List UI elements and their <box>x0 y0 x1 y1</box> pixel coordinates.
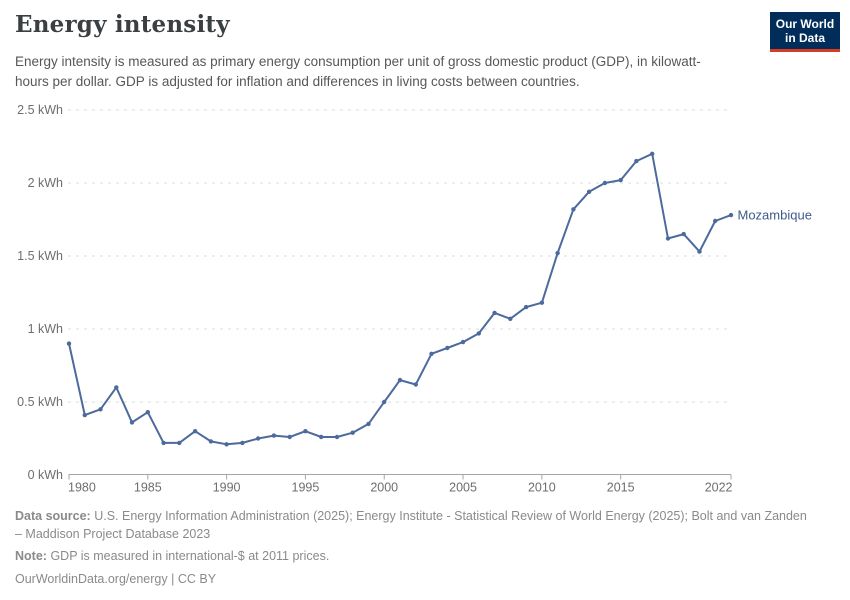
data-source-label: Data source: <box>15 509 91 523</box>
data-point[interactable] <box>665 236 671 241</box>
data-point[interactable] <box>192 429 198 434</box>
data-point[interactable] <box>145 410 150 415</box>
data-point[interactable] <box>303 429 308 434</box>
data-point[interactable] <box>66 341 72 346</box>
data-point[interactable] <box>287 434 292 440</box>
owid-logo: Our World in Data <box>770 12 840 52</box>
data-point[interactable] <box>460 339 466 345</box>
x-tick-label: 2005 <box>449 481 477 495</box>
x-tick-label: 2015 <box>607 481 635 495</box>
data-point[interactable] <box>114 385 119 390</box>
data-point[interactable] <box>697 249 702 254</box>
page-title: Energy intensity <box>15 11 230 38</box>
data-point[interactable] <box>397 377 403 383</box>
y-tick-label: 1 kWh <box>28 322 63 336</box>
data-point[interactable] <box>728 212 734 218</box>
y-tick-label: 2 kWh <box>28 176 63 190</box>
y-tick-label: 0 kWh <box>28 468 63 482</box>
y-tick-label: 0.5 kWh <box>17 395 63 409</box>
x-tick-label: 1990 <box>213 481 241 495</box>
license-text: CC BY <box>177 571 217 586</box>
data-point[interactable] <box>224 442 229 447</box>
data-point[interactable] <box>161 440 166 446</box>
data-point[interactable] <box>82 412 88 418</box>
data-point[interactable] <box>650 151 655 156</box>
data-point[interactable] <box>129 420 135 425</box>
note-line: Note: GDP is measured in international-$… <box>15 548 807 566</box>
x-tick-label: 1995 <box>292 481 320 495</box>
x-tick-label: 1985 <box>134 481 162 495</box>
data-point[interactable] <box>602 180 608 186</box>
data-point[interactable] <box>366 421 371 427</box>
x-tick-label: 2022 <box>705 481 733 495</box>
chart-footer: Data source: U.S. Energy Information Adm… <box>15 508 807 593</box>
data-point[interactable] <box>476 331 481 336</box>
data-point[interactable] <box>571 207 576 212</box>
data-point[interactable] <box>334 434 340 440</box>
data-point[interactable] <box>523 304 529 310</box>
chart-subtitle: Energy intensity is measured as primary … <box>15 54 701 89</box>
series-line <box>68 152 732 446</box>
data-point[interactable] <box>350 430 355 435</box>
owid-logo-line1: Our World <box>775 16 835 31</box>
owid-url-link[interactable]: OurWorldinData.org/energy <box>15 571 168 586</box>
credit-line: OurWorldinData.org/energy | CC BY <box>15 571 807 589</box>
y-tick-label: 2.5 kWh <box>17 103 63 117</box>
data-point[interactable] <box>240 440 245 446</box>
data-point[interactable] <box>445 345 450 351</box>
data-source-text: U.S. Energy Information Administration (… <box>15 509 807 541</box>
credit-divider: | <box>167 571 178 586</box>
owid-logo-line2: in Data <box>784 30 825 45</box>
y-tick-label: 1.5 kWh <box>17 249 63 263</box>
data-point[interactable] <box>177 440 182 446</box>
data-point[interactable] <box>618 177 623 183</box>
data-point[interactable] <box>508 316 513 321</box>
data-point[interactable] <box>429 351 434 356</box>
data-point[interactable] <box>98 407 103 412</box>
data-point[interactable] <box>681 231 686 237</box>
data-point[interactable] <box>271 433 277 438</box>
data-point[interactable] <box>255 436 261 441</box>
data-point[interactable] <box>382 399 387 405</box>
data-point[interactable] <box>634 158 639 164</box>
data-point[interactable] <box>208 439 214 444</box>
note-label: Note: <box>15 549 47 563</box>
data-point[interactable] <box>555 250 560 256</box>
x-tick-label: 2000 <box>370 481 398 495</box>
data-point[interactable] <box>492 310 497 316</box>
x-tick-label: 2010 <box>528 481 556 495</box>
data-point[interactable] <box>319 434 324 440</box>
data-source-line: Data source: U.S. Energy Information Adm… <box>15 508 807 543</box>
data-point[interactable] <box>413 382 418 387</box>
entity-label: Mozambique <box>738 208 812 223</box>
x-tick-label: 1980 <box>68 481 96 495</box>
note-text: GDP is measured in international-$ at 20… <box>50 549 330 563</box>
data-point[interactable] <box>586 189 592 194</box>
data-point[interactable] <box>539 300 545 305</box>
data-point[interactable] <box>713 218 718 224</box>
